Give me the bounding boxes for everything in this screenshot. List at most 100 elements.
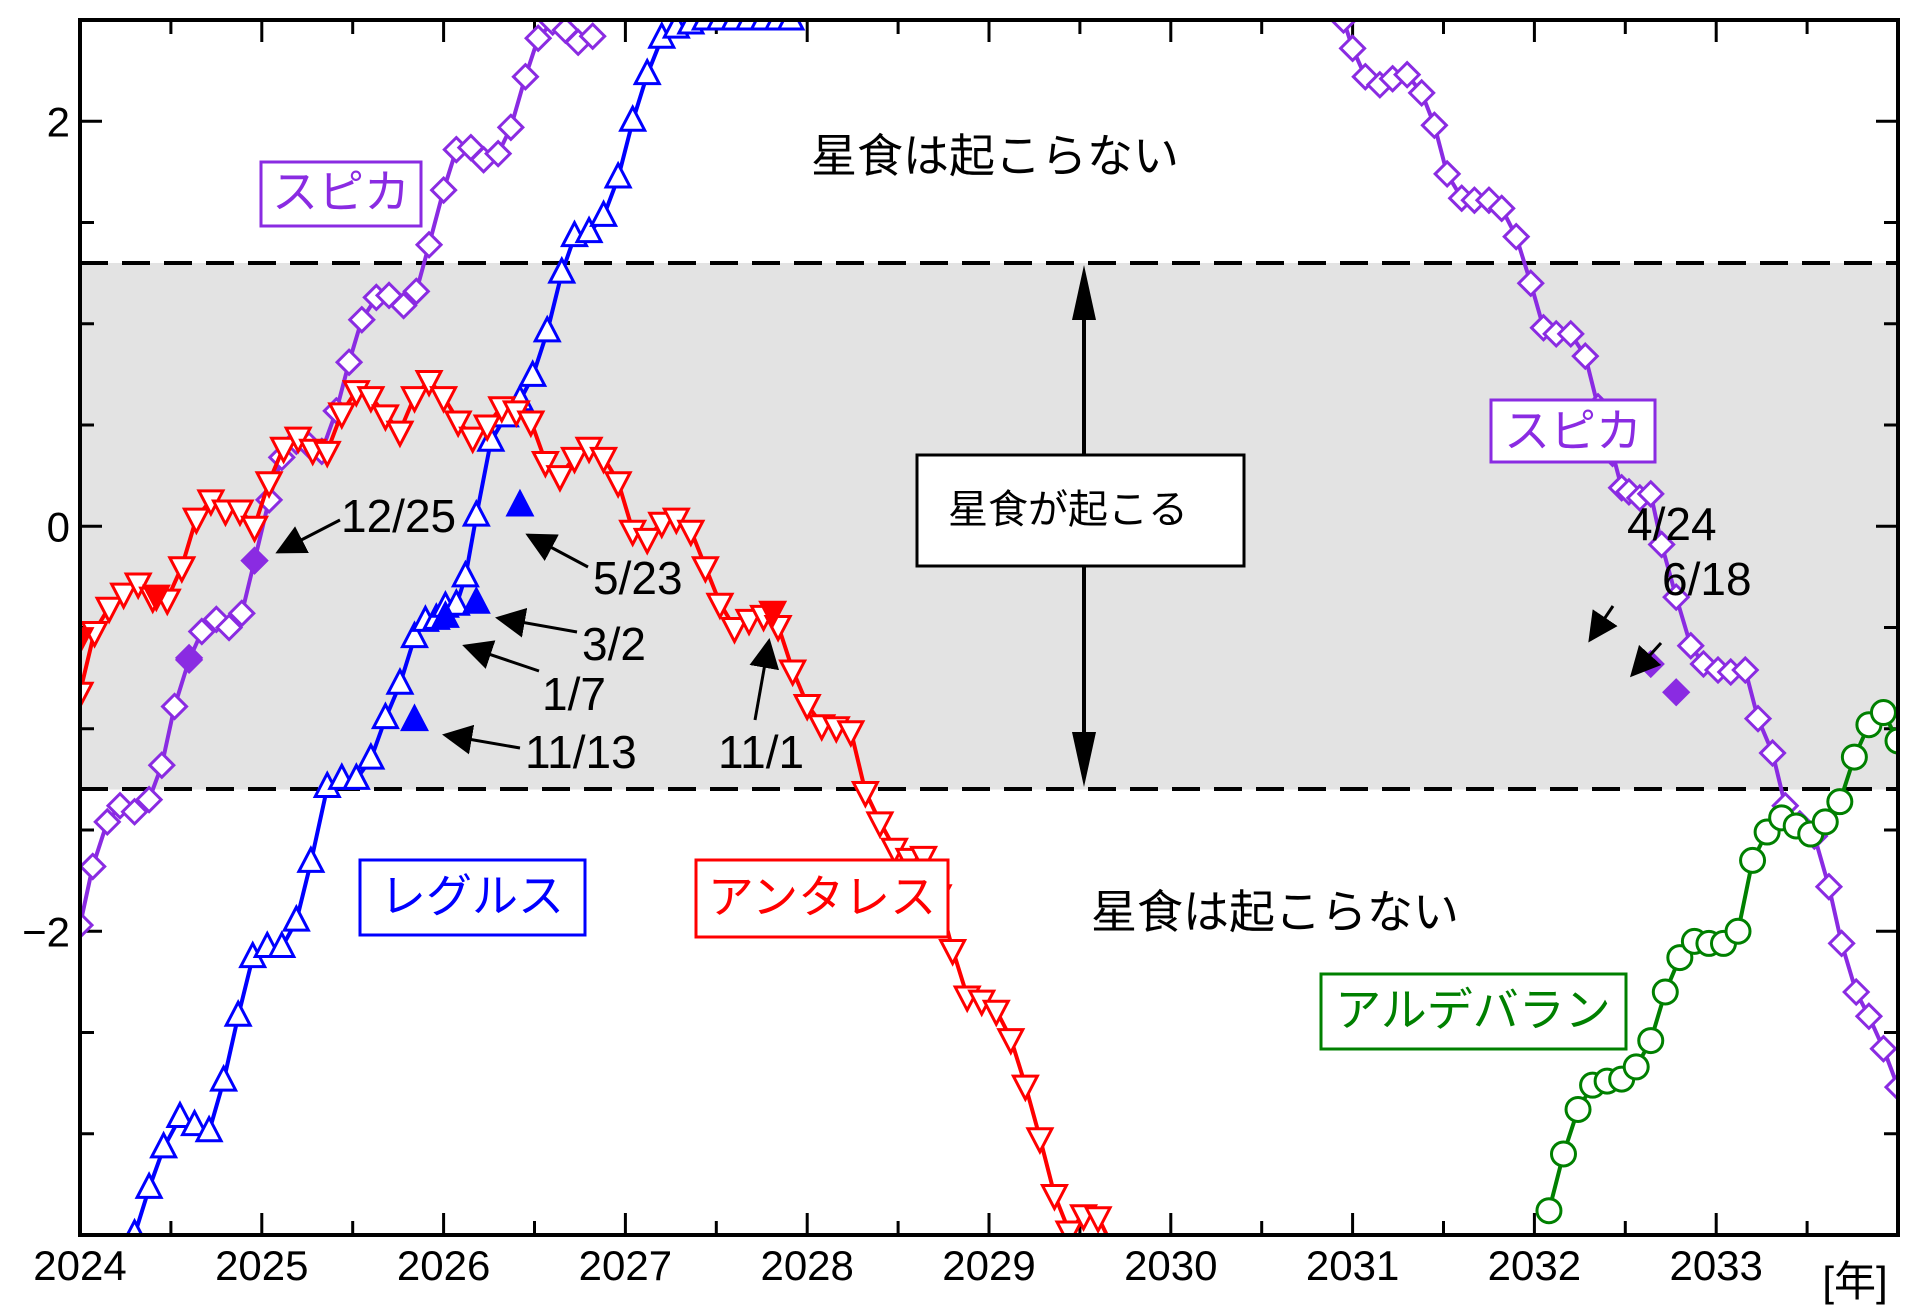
highlighted-point — [174, 643, 204, 672]
series-2 — [125, 20, 806, 1235]
x-tick-label: 2028 — [760, 1242, 853, 1289]
y-tick-label: 0 — [47, 503, 70, 550]
data-point — [389, 291, 418, 320]
data-point — [603, 471, 633, 499]
annotation-11-13: 11/13 — [442, 724, 637, 778]
series-layer — [80, 20, 1898, 1261]
data-point — [1826, 788, 1854, 816]
data-point — [341, 762, 371, 790]
data-point — [296, 845, 326, 873]
svg-text:3/2: 3/2 — [582, 618, 646, 670]
x-tick-label: 2032 — [1488, 1242, 1581, 1289]
data-point — [476, 423, 506, 452]
svg-text:スピカ: スピカ — [272, 165, 410, 219]
data-point — [429, 386, 459, 414]
data-point — [312, 440, 342, 469]
occultation-label: 星食が起こる — [948, 487, 1188, 533]
svg-text:11/1: 11/1 — [718, 726, 804, 778]
plot-frame — [78, 18, 1900, 1237]
data-point — [589, 199, 619, 227]
svg-text:6/18: 6/18 — [1662, 553, 1752, 605]
data-point — [1338, 34, 1367, 63]
data-point — [414, 230, 444, 259]
annotation-3-2: 3/2 — [495, 607, 646, 670]
data-point — [938, 938, 968, 967]
data-point — [1743, 704, 1773, 733]
data-point — [511, 62, 540, 91]
data-point — [1884, 727, 1898, 755]
data-point — [370, 701, 400, 730]
data-point — [461, 498, 491, 527]
x-tick-label: 2030 — [1124, 1242, 1217, 1289]
data-point — [484, 139, 513, 168]
data-point — [194, 1114, 224, 1143]
data-point — [532, 314, 562, 343]
data-point — [1010, 1074, 1040, 1103]
no-occultation-label-top: 星食は起こらない — [811, 129, 1179, 183]
data-point — [676, 519, 706, 548]
data-point — [1420, 111, 1449, 140]
data-point — [1731, 655, 1760, 685]
data-point — [356, 386, 386, 414]
legend-antares: アンタレス — [694, 858, 950, 939]
data-point — [227, 599, 256, 628]
data-point — [165, 1100, 195, 1129]
highlighted-point — [1662, 678, 1691, 707]
data-point — [1854, 1002, 1884, 1031]
data-point — [574, 215, 604, 244]
highlighted-point — [141, 584, 171, 613]
data-point — [1101, 1238, 1125, 1261]
data-point — [240, 515, 270, 544]
data-point — [370, 404, 400, 433]
data-point — [1662, 583, 1691, 612]
data-point — [524, 24, 553, 53]
x-tick-label: 2026 — [397, 1242, 490, 1289]
data-point — [1869, 1034, 1898, 1063]
svg-text:アルデバラン: アルデバラン — [1335, 983, 1611, 1037]
annotation-12-25: 12/25 — [275, 490, 456, 554]
svg-text:1/7: 1/7 — [542, 668, 606, 720]
x-tick-label: 2024 — [33, 1242, 126, 1289]
data-point — [1869, 699, 1897, 727]
data-point — [1407, 78, 1436, 108]
band-arrowhead-up — [1072, 265, 1096, 320]
svg-text:4/24: 4/24 — [1627, 498, 1717, 550]
data-point — [545, 465, 575, 493]
x-unit-label: [年] — [1822, 1258, 1887, 1305]
series-4 — [1535, 699, 1898, 1225]
data-point — [1842, 977, 1871, 1007]
data-point — [530, 450, 560, 479]
data-point — [1516, 269, 1545, 298]
data-point — [160, 692, 189, 721]
annotation-1-7: 1/7 — [462, 640, 606, 720]
annotation-4-24: 4/24 — [1588, 498, 1717, 643]
data-point — [516, 410, 546, 439]
legend-regulus: レグルス — [358, 858, 587, 937]
highlighted-point — [505, 488, 535, 517]
highlighted-point — [758, 600, 788, 629]
data-point — [776, 20, 806, 31]
svg-text:12/25: 12/25 — [341, 490, 456, 542]
data-point — [223, 999, 253, 1027]
data-point — [850, 781, 880, 809]
svg-text:レグルス: レグルス — [380, 869, 564, 923]
y-tick-label: 2 — [47, 98, 70, 145]
data-point — [441, 587, 471, 616]
data-point — [865, 811, 895, 840]
data-point — [225, 499, 255, 528]
data-point — [400, 620, 429, 649]
data-point — [356, 741, 386, 770]
data-point — [1622, 1053, 1650, 1081]
svg-text:11/13: 11/13 — [525, 726, 637, 778]
data-point — [560, 446, 589, 475]
data-point — [450, 559, 480, 588]
data-point — [180, 1108, 210, 1137]
annotation-11-1: 11/1 — [718, 638, 804, 778]
highlighted-point — [430, 600, 460, 628]
data-point — [1351, 62, 1380, 91]
data-point — [402, 277, 431, 306]
band-label-box — [915, 453, 1246, 568]
data-point — [400, 386, 429, 414]
data-point — [1025, 1127, 1055, 1156]
data-point — [1393, 60, 1422, 89]
